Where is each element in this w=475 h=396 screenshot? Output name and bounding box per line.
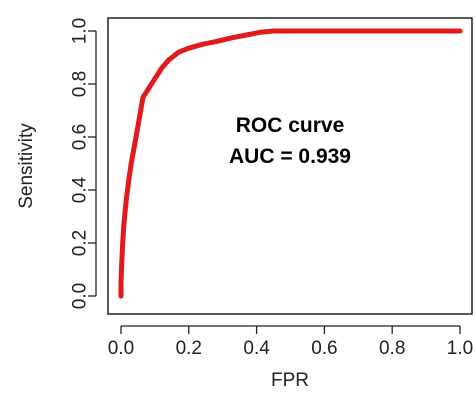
annotation-auc: AUC = 0.939 <box>229 145 351 168</box>
roc-point <box>145 86 151 92</box>
x-axis-label: FPR <box>271 370 309 391</box>
roc-curve-points <box>118 28 463 299</box>
roc-point <box>132 142 138 148</box>
annotation-roc-curve: ROC curve <box>236 114 345 137</box>
roc-point <box>257 29 263 35</box>
x-tick-label: 0.8 <box>379 338 405 359</box>
roc-point <box>176 49 182 55</box>
plot-frame <box>107 17 473 315</box>
x-axis: 0.0 0.2 0.4 0.6 0.8 1.0 <box>108 325 473 359</box>
roc-point <box>135 124 141 129</box>
y-axis-label: Sensitivity <box>16 123 37 209</box>
x-tick-label: 0.0 <box>108 338 134 359</box>
roc-curve-line <box>118 28 463 299</box>
roc-point <box>124 192 130 198</box>
roc-point <box>140 94 146 100</box>
roc-point <box>186 45 192 51</box>
y-tick-label: 0.0 <box>70 283 91 309</box>
y-tick-label: 0.4 <box>70 176 91 203</box>
y-tick-label: 0.6 <box>70 124 91 150</box>
roc-point <box>200 41 205 47</box>
roc-point <box>152 76 158 82</box>
x-tick-label: 0.2 <box>176 338 202 359</box>
roc-point <box>213 39 219 44</box>
roc-point <box>271 28 276 34</box>
roc-point <box>166 57 171 63</box>
x-tick-label: 0.6 <box>311 338 337 359</box>
y-tick-label: 0.2 <box>70 230 91 256</box>
x-tick-label: 0.4 <box>243 338 270 359</box>
y-tick-label: 1.0 <box>70 18 91 44</box>
roc-point <box>119 261 125 267</box>
roc-point <box>244 32 249 38</box>
x-tick-label: 1.0 <box>447 338 473 359</box>
roc-point <box>118 293 124 299</box>
roc-point <box>159 65 165 71</box>
roc-point <box>121 224 127 230</box>
roc-point <box>138 108 144 113</box>
y-axis: 0.0 0.2 0.4 0.6 0.8 1.0 <box>70 18 97 309</box>
y-tick-label: 0.8 <box>70 71 91 97</box>
roc-point <box>118 280 124 286</box>
roc-point <box>389 28 395 34</box>
roc-point <box>122 208 128 214</box>
roc-point <box>457 28 463 34</box>
roc-point <box>230 35 236 40</box>
roc-point <box>322 28 327 34</box>
roc-point <box>126 179 131 185</box>
roc-point <box>120 240 126 246</box>
roc-point <box>128 161 134 166</box>
